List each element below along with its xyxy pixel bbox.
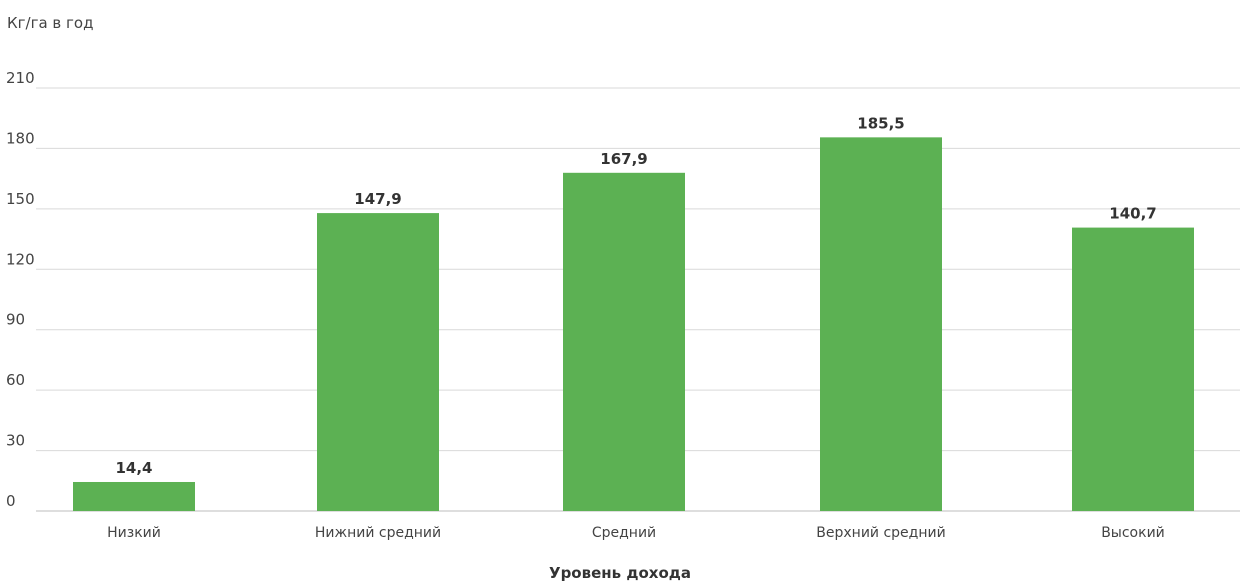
- bar-value-labels: 14,4 147,9 167,9 185,5 140,7: [115, 114, 1156, 477]
- bar: [73, 481, 195, 511]
- bar-value-label: 167,9: [600, 150, 647, 168]
- y-tick-label: 150: [6, 190, 35, 208]
- bar-value-label: 185,5: [857, 114, 904, 132]
- y-tick-label: 30: [6, 432, 25, 450]
- x-tick-label: Верхний средний: [816, 525, 945, 541]
- bar-value-label: 147,9: [354, 190, 401, 208]
- x-axis-label: Уровень дохода: [549, 564, 691, 581]
- bar-value-label: 140,7: [1109, 205, 1156, 223]
- bar-value-label: 14,4: [115, 459, 152, 477]
- x-tick-label: Средний: [592, 525, 656, 541]
- x-tick-label: Низкий: [107, 525, 161, 541]
- x-tick-labels: Низкий Нижний средний Средний Верхний средн…: [107, 525, 1165, 541]
- y-tick-label: 0: [6, 492, 16, 510]
- y-axis-label: Кг/га в год: [7, 14, 93, 32]
- y-tick-labels: 0 30 60 90 120 150 180 210: [6, 69, 35, 510]
- bars: [73, 137, 1194, 511]
- x-tick-label: Высокий: [1101, 525, 1165, 541]
- bar: [317, 213, 439, 511]
- y-tick-label: 60: [6, 371, 25, 389]
- y-tick-label: 210: [6, 69, 35, 87]
- bar: [820, 137, 942, 511]
- y-tick-label: 180: [6, 129, 35, 147]
- y-tick-label: 90: [6, 311, 25, 329]
- y-tick-label: 120: [6, 250, 35, 268]
- bar: [563, 172, 685, 511]
- x-tick-label: Нижний средний: [315, 525, 441, 541]
- bar: [1072, 227, 1194, 511]
